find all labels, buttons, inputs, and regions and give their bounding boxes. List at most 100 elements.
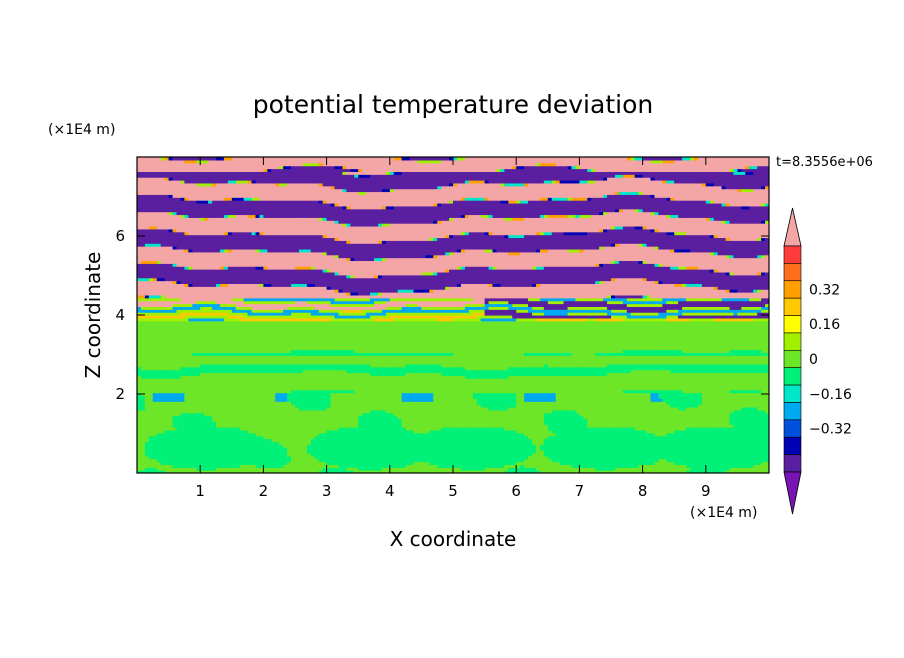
field-cell	[646, 444, 652, 448]
field-cell	[729, 447, 735, 451]
field-cell	[271, 438, 276, 442]
field-cell	[626, 461, 632, 465]
field-cell	[223, 435, 229, 440]
field-cell	[690, 455, 695, 460]
field-cell	[611, 450, 616, 454]
field-cell	[180, 450, 185, 454]
field-cell	[413, 470, 419, 473]
field-cell	[658, 455, 663, 460]
field-cell	[547, 444, 553, 448]
field-cell	[709, 435, 715, 440]
field-cell	[520, 455, 525, 460]
field-cell	[741, 467, 746, 471]
field-cell	[567, 452, 573, 457]
field-cell	[626, 438, 632, 442]
field-cell	[227, 467, 233, 471]
field-cell	[370, 444, 375, 448]
field-cell	[172, 452, 178, 457]
field-cell	[208, 464, 213, 468]
field-cell	[310, 444, 316, 448]
field-cell	[381, 467, 387, 471]
field-cell	[524, 438, 529, 442]
field-cell	[302, 470, 308, 473]
field-cell	[626, 467, 632, 471]
field-cell	[208, 432, 213, 437]
field-cell	[196, 429, 201, 434]
field-cell	[595, 438, 600, 442]
field-cell	[579, 450, 584, 454]
field-cell	[449, 444, 454, 448]
field-cell	[441, 464, 446, 468]
field-cell	[389, 464, 395, 468]
field-cell	[547, 470, 553, 473]
field-cell	[271, 461, 276, 465]
field-cell	[583, 444, 588, 448]
field-cell	[314, 450, 320, 454]
field-cell	[686, 438, 691, 442]
field-cell	[322, 470, 328, 473]
field-cell	[184, 458, 189, 463]
field-cell	[504, 452, 509, 457]
field-cell	[721, 447, 727, 451]
field-cell	[425, 450, 430, 454]
field-cell	[180, 444, 185, 448]
field-cell	[362, 444, 367, 448]
field-cell	[322, 447, 328, 451]
field-cell	[575, 435, 580, 440]
field-cell	[441, 444, 446, 448]
field-cell	[219, 432, 225, 437]
field-cell	[670, 458, 675, 463]
field-cell	[453, 470, 458, 473]
field-cell	[599, 467, 604, 471]
field-cell	[413, 438, 419, 442]
field-cell	[302, 441, 308, 445]
field-cell	[690, 432, 695, 437]
field-cell	[492, 438, 498, 442]
field-cell	[654, 450, 659, 454]
field-cell	[346, 444, 351, 448]
field-cell	[757, 467, 762, 471]
field-cell	[192, 447, 197, 451]
field-cell	[729, 470, 735, 473]
field-cell	[682, 450, 687, 454]
field-cell	[287, 470, 292, 473]
field-cell	[638, 432, 644, 437]
field-cell	[370, 467, 375, 471]
field-cell	[417, 438, 422, 442]
field-cell	[196, 452, 201, 457]
field-cell	[144, 452, 150, 457]
field-cell	[528, 464, 533, 468]
field-cell	[370, 458, 375, 463]
field-cell	[322, 452, 328, 457]
field-cell	[650, 441, 656, 445]
field-cell	[227, 441, 233, 445]
field-cell	[508, 450, 513, 454]
field-cell	[662, 470, 667, 473]
field-cell	[460, 455, 466, 460]
field-cell	[741, 455, 746, 460]
field-cell	[358, 441, 363, 445]
field-cell	[302, 450, 308, 454]
field-cell	[318, 450, 324, 454]
field-cell	[152, 450, 158, 454]
field-cell	[449, 452, 454, 457]
field-cell	[405, 470, 411, 473]
field-cell	[385, 467, 391, 471]
field-cell	[401, 470, 407, 473]
field-cell	[753, 464, 758, 468]
field-cell	[445, 461, 450, 465]
field-cell	[496, 450, 501, 454]
field-cell	[283, 435, 288, 440]
field-cell	[251, 438, 257, 442]
field-cell	[662, 452, 667, 457]
field-cell	[674, 458, 679, 463]
field-cell	[508, 438, 513, 442]
field-cell	[709, 438, 715, 442]
field-cell	[334, 458, 340, 463]
field-cell	[567, 438, 573, 442]
field-cell	[547, 455, 553, 460]
field-cell	[701, 438, 707, 442]
field-cell	[666, 435, 671, 440]
field-cell	[437, 444, 442, 448]
field-cell	[180, 435, 185, 440]
